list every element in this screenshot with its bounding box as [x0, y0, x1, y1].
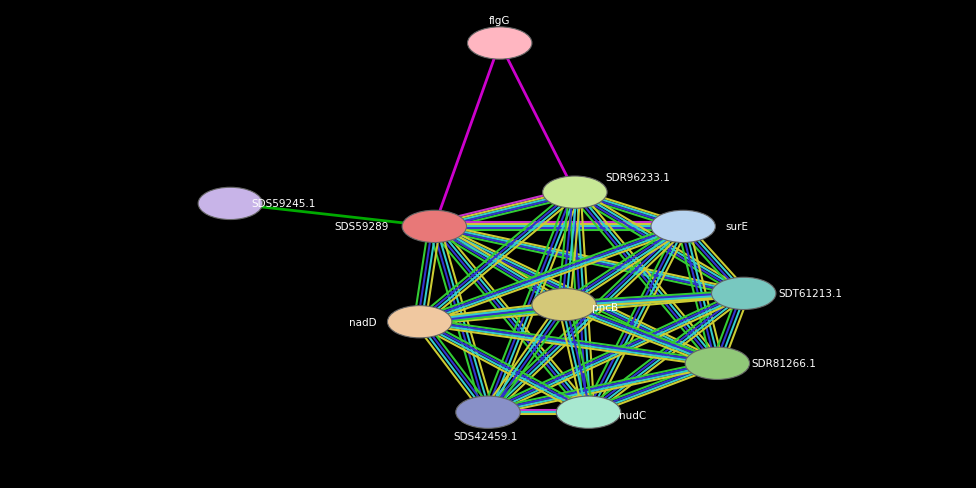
Text: flgG: flgG [489, 16, 510, 25]
Text: SDR81266.1: SDR81266.1 [752, 359, 816, 368]
Circle shape [543, 177, 607, 209]
Text: SDT61213.1: SDT61213.1 [778, 289, 842, 299]
Circle shape [532, 289, 596, 321]
Circle shape [556, 396, 621, 428]
Text: nadD: nadD [349, 317, 377, 327]
Text: SDS42459.1: SDS42459.1 [454, 431, 518, 441]
Circle shape [402, 211, 467, 243]
Circle shape [387, 306, 452, 338]
Circle shape [712, 278, 776, 310]
Circle shape [198, 188, 263, 220]
Text: nudC: nudC [619, 410, 646, 420]
Circle shape [468, 28, 532, 60]
Text: SDS59289: SDS59289 [334, 222, 388, 232]
Circle shape [685, 347, 750, 380]
Circle shape [651, 211, 715, 243]
Text: SDS59245.1: SDS59245.1 [252, 199, 316, 209]
Circle shape [456, 396, 520, 428]
Text: SDR96233.1: SDR96233.1 [606, 172, 671, 182]
Text: pncB: pncB [592, 303, 618, 312]
Text: surE: surE [725, 222, 749, 232]
